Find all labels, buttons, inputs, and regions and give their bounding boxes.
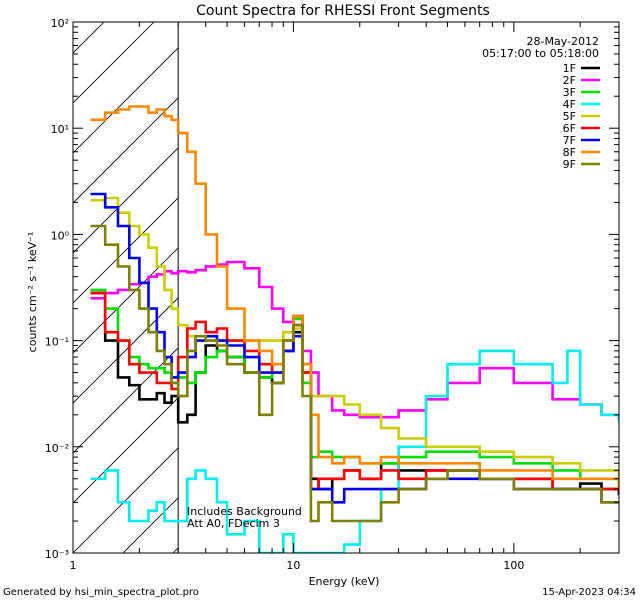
hatch-line [73, 447, 179, 553]
series-4F-line [90, 349, 619, 553]
y-axis-label: counts cm⁻² s⁻¹ keV⁻¹ [26, 232, 39, 353]
hatch-line [73, 22, 155, 104]
series-group [90, 105, 619, 553]
x-tick-label: 100 [503, 559, 524, 572]
legend-label-2F: 2F [563, 74, 576, 87]
chart-title: Count Spectra for RHESSI Front Segments [196, 3, 490, 19]
legend-label-5F: 5F [563, 110, 576, 123]
hatch-line [73, 197, 179, 304]
x-tick-label: 10 [286, 559, 300, 572]
y-tick-label: 10¹ [51, 123, 69, 136]
time-range-label: 05:17:00 to 05:18:00 [482, 47, 599, 60]
date-label: 28-May-2012 [527, 35, 599, 48]
y-axis: 10⁻³ 10⁻² 10⁻¹ 10⁰ 10¹ 10² [45, 17, 619, 561]
footer-generated: Generated by hsi_min_spectra_plot.pro [3, 587, 199, 598]
legend-label-4F: 4F [563, 98, 576, 111]
y-tick-label: 10⁻² [45, 442, 69, 455]
series-5F-line [90, 196, 619, 479]
plot-frame [72, 21, 620, 554]
excluded-region [73, 22, 179, 553]
annotation-background: Includes Background [187, 505, 302, 518]
legend-label-3F: 3F [563, 86, 576, 99]
legend-label-6F: 6F [563, 122, 576, 135]
hatch-line [73, 247, 179, 354]
legend-label-9F: 9F [563, 158, 576, 171]
legend-label-1F: 1F [563, 62, 576, 75]
hatch-line [73, 47, 179, 154]
y-tick-label: 10² [51, 17, 69, 30]
x-tick-label: 1 [70, 559, 77, 572]
legend-label-7F: 7F [563, 134, 576, 147]
x-axis-label: Energy (keV) [309, 575, 380, 588]
series-2F-line [90, 260, 619, 420]
y-tick-label: 10⁻³ [45, 548, 69, 561]
series-8F-line [90, 105, 619, 490]
hatch-line [73, 397, 179, 504]
y-tick-label: 10⁻¹ [45, 336, 69, 349]
legend-label-8F: 8F [563, 146, 576, 159]
y-tick-label: 10⁰ [51, 229, 70, 242]
annotation-attenuator: Att A0, FDecim 3 [187, 517, 280, 530]
footer-timestamp: 15-Apr-2023 04:34 [542, 587, 636, 598]
series-9F-line [90, 224, 619, 523]
x-axis: 1 10 100 [70, 22, 620, 572]
